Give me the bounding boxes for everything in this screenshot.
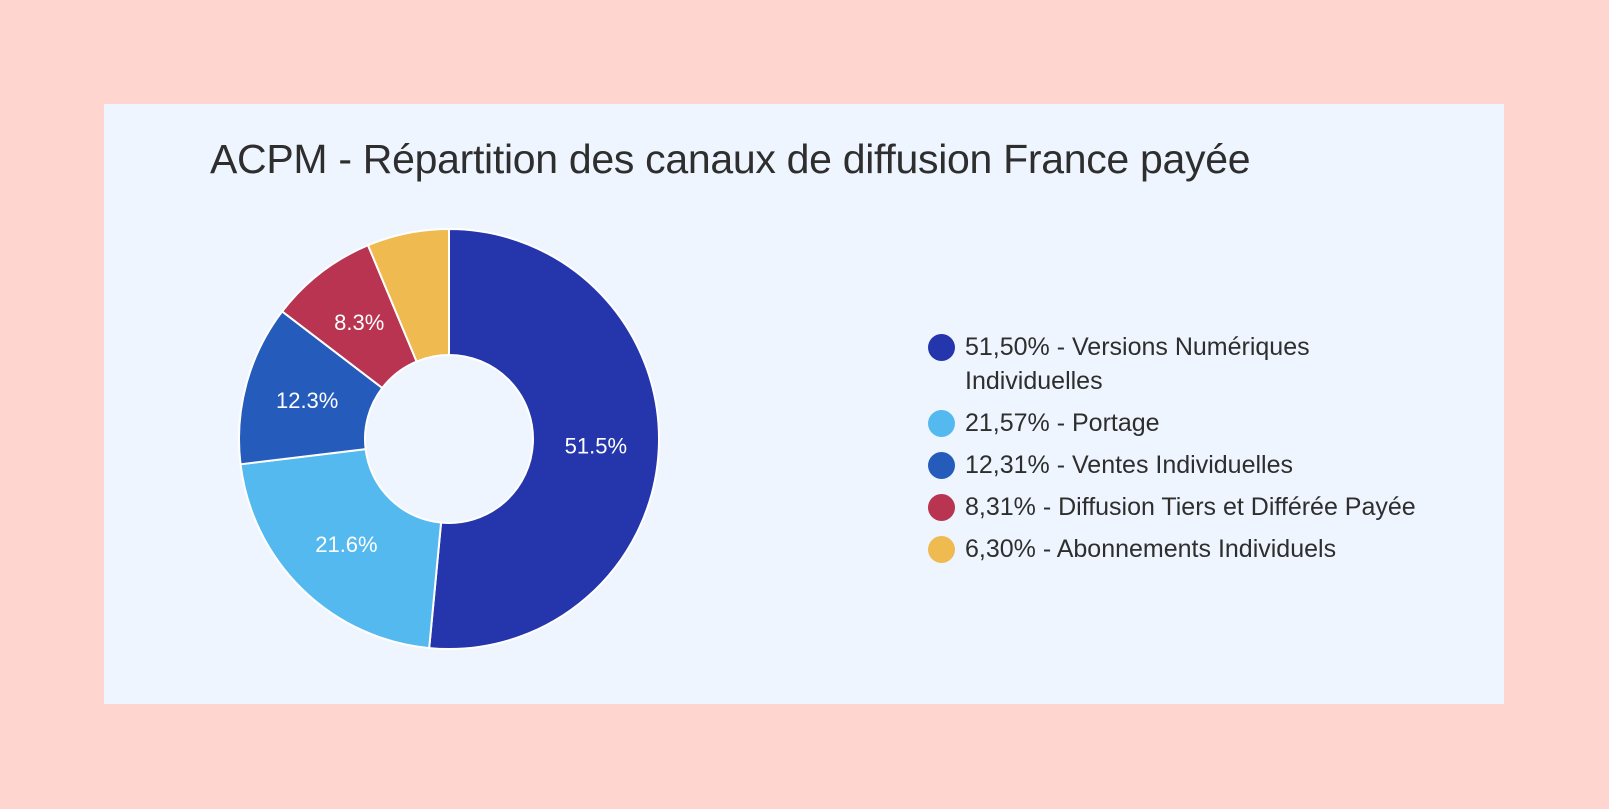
legend-item-4: 6,30% - Abonnements Individuels [928, 532, 1448, 566]
legend-swatch-0 [928, 334, 955, 361]
donut-slice-4 [366, 227, 450, 363]
donut-slice-1 [239, 448, 443, 650]
legend-item-1: 21,57% - Portage [928, 406, 1448, 440]
legend-label-4: 6,30% - Abonnements Individuels [965, 535, 1337, 563]
legend-label-3: 8,31% - Diffusion Tiers et Différée Payé… [965, 493, 1416, 521]
legend-swatch-4 [928, 536, 955, 563]
chart-card: ACPM - Répartition des canaux de diffusi… [104, 104, 1504, 704]
legend-item-0: 51,50% - Versions Numériques Individuell… [928, 330, 1448, 398]
chart-legend: 51,50% - Versions Numériques Individuell… [928, 330, 1448, 574]
legend-label-2: 12,31% - Ventes Individuelles [965, 451, 1293, 479]
legend-label-0: 51,50% - Versions Numériques Individuell… [965, 333, 1310, 395]
legend-item-2: 12,31% - Ventes Individuelles [928, 448, 1448, 482]
legend-label-1: 21,57% - Portage [965, 409, 1160, 437]
donut-chart: 51.5% 21.6% 12.3% 8.3% [238, 227, 660, 650]
legend-item-3: 8,31% - Diffusion Tiers et Différée Payé… [928, 490, 1448, 524]
donut-slice-0 [428, 227, 660, 650]
slice-data-label-0: 51.5% [565, 433, 627, 458]
legend-swatch-2 [928, 452, 955, 479]
slice-data-label-2: 12.3% [276, 388, 338, 413]
chart-title: ACPM - Répartition des canaux de diffusi… [210, 136, 1251, 182]
legend-swatch-3 [928, 494, 955, 521]
donut-slice-2 [238, 310, 384, 466]
slice-data-label-3: 8.3% [334, 310, 384, 335]
slice-data-label-1: 21.6% [315, 532, 377, 557]
legend-swatch-1 [928, 410, 955, 437]
